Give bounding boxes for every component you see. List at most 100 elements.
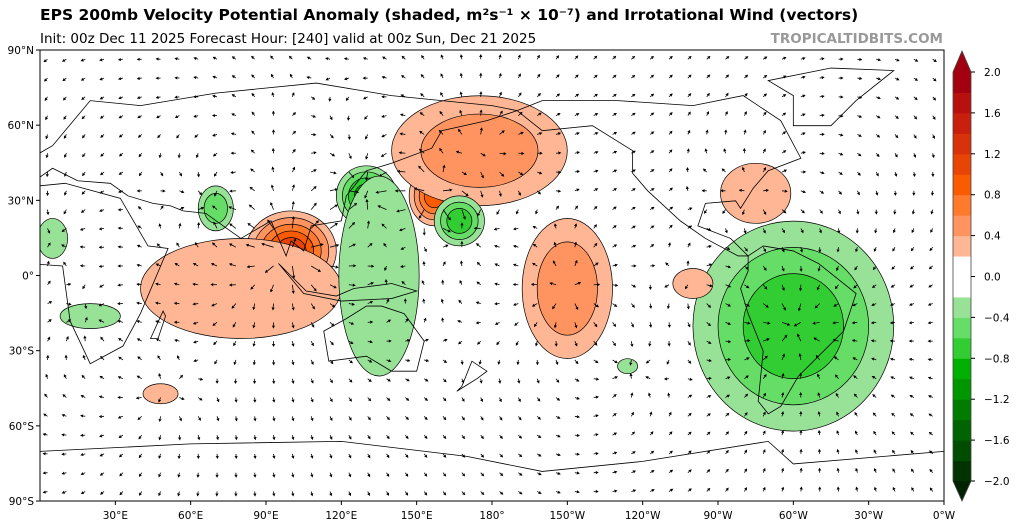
wind-vector	[612, 55, 617, 60]
wind-vector	[819, 151, 825, 156]
wind-vector	[261, 242, 274, 248]
wind-vector	[725, 487, 729, 492]
wind-vector	[494, 263, 500, 267]
wind-vector	[927, 376, 933, 380]
wind-vector	[574, 74, 579, 79]
wind-vector	[291, 184, 295, 191]
wind-vector	[289, 73, 293, 79]
wind-vector	[871, 357, 877, 361]
wind-vector	[455, 150, 462, 154]
wind-vector	[612, 376, 618, 380]
wind-vector	[82, 152, 86, 158]
wind-vector	[649, 150, 655, 154]
wind-vector	[913, 153, 917, 158]
lon-label: 150°E	[401, 510, 433, 522]
wind-vector	[518, 92, 522, 98]
lon-label: 120°E	[325, 510, 357, 522]
wind-vector	[871, 284, 877, 288]
lat-label: 60°N	[8, 120, 34, 132]
wind-vector	[894, 134, 899, 139]
colorbar-tick-label: −1.2	[984, 394, 1010, 406]
wind-vector	[442, 261, 446, 267]
wind-vector	[271, 303, 275, 311]
wind-vector	[910, 468, 915, 473]
wind-vector	[396, 169, 406, 174]
wind-vector	[381, 223, 387, 229]
wind-vector	[910, 431, 915, 436]
wind-vector	[118, 189, 123, 193]
wind-vector	[384, 265, 388, 271]
wind-vector	[460, 222, 464, 229]
wind-vector	[348, 397, 352, 402]
wind-vector	[932, 58, 937, 63]
colorbar-segment	[953, 112, 971, 134]
wind-vector	[246, 265, 255, 269]
wind-vector	[781, 112, 787, 116]
wind-vector	[63, 209, 67, 215]
colorbar-segment	[953, 317, 971, 339]
wind-vector	[380, 152, 387, 157]
wind-vector	[911, 228, 915, 234]
wind-vector	[649, 206, 655, 210]
wind-vector	[234, 435, 238, 441]
wind-vector	[668, 112, 673, 116]
wind-vector	[367, 300, 374, 304]
wind-vector	[398, 151, 406, 155]
wind-vector	[458, 340, 463, 345]
wind-vector	[833, 356, 839, 361]
wind-vector	[399, 113, 406, 117]
wind-vector	[631, 284, 637, 288]
wind-vector	[440, 73, 444, 79]
wind-vector	[574, 55, 579, 60]
wind-vector	[800, 151, 806, 155]
wind-vector	[781, 189, 788, 193]
wind-vector	[99, 434, 105, 438]
wind-vector	[574, 433, 580, 437]
wind-vector	[854, 265, 858, 271]
wind-vector	[178, 222, 182, 229]
wind-vector	[329, 416, 333, 421]
wind-vector	[179, 397, 185, 400]
wind-vector	[817, 392, 821, 398]
wind-vector	[855, 449, 859, 455]
wind-vector	[179, 171, 183, 177]
wind-vector	[930, 228, 934, 233]
wind-vector	[270, 201, 274, 210]
wind-vector	[118, 96, 124, 100]
wind-vector	[44, 96, 48, 101]
wind-vector	[329, 359, 334, 365]
wind-vector	[179, 190, 185, 194]
wind-vector	[439, 147, 444, 154]
wind-vector	[832, 321, 839, 325]
colorbar-tick-label: 0.0	[984, 272, 1001, 284]
wind-vector	[781, 94, 787, 98]
wind-vector	[194, 241, 199, 248]
wind-vector	[721, 168, 726, 173]
wind-vector	[612, 283, 619, 287]
wind-vector	[762, 148, 766, 154]
wind-vector	[250, 284, 256, 290]
wind-vector	[725, 246, 731, 250]
wind-vector	[212, 322, 218, 326]
wind-vector	[687, 93, 692, 98]
wind-vector	[873, 247, 877, 252]
wind-vector	[800, 209, 805, 214]
wind-vector	[706, 284, 713, 288]
wind-vector	[853, 375, 858, 380]
anomaly-contour	[536, 241, 598, 336]
wind-vector	[196, 491, 200, 497]
wind-vector	[117, 376, 124, 380]
wind-vector	[497, 359, 501, 365]
wind-vector	[479, 378, 483, 384]
wind-vector	[815, 354, 821, 361]
wind-vector	[668, 93, 673, 98]
wind-vector	[228, 283, 236, 287]
wind-vector	[648, 341, 652, 347]
wind-vector	[836, 411, 840, 417]
wind-vector	[367, 434, 371, 440]
wind-vector	[137, 115, 142, 119]
wind-vector	[871, 303, 877, 306]
wind-vector	[79, 245, 86, 249]
wind-vector	[631, 150, 636, 154]
wind-vector	[457, 320, 463, 324]
